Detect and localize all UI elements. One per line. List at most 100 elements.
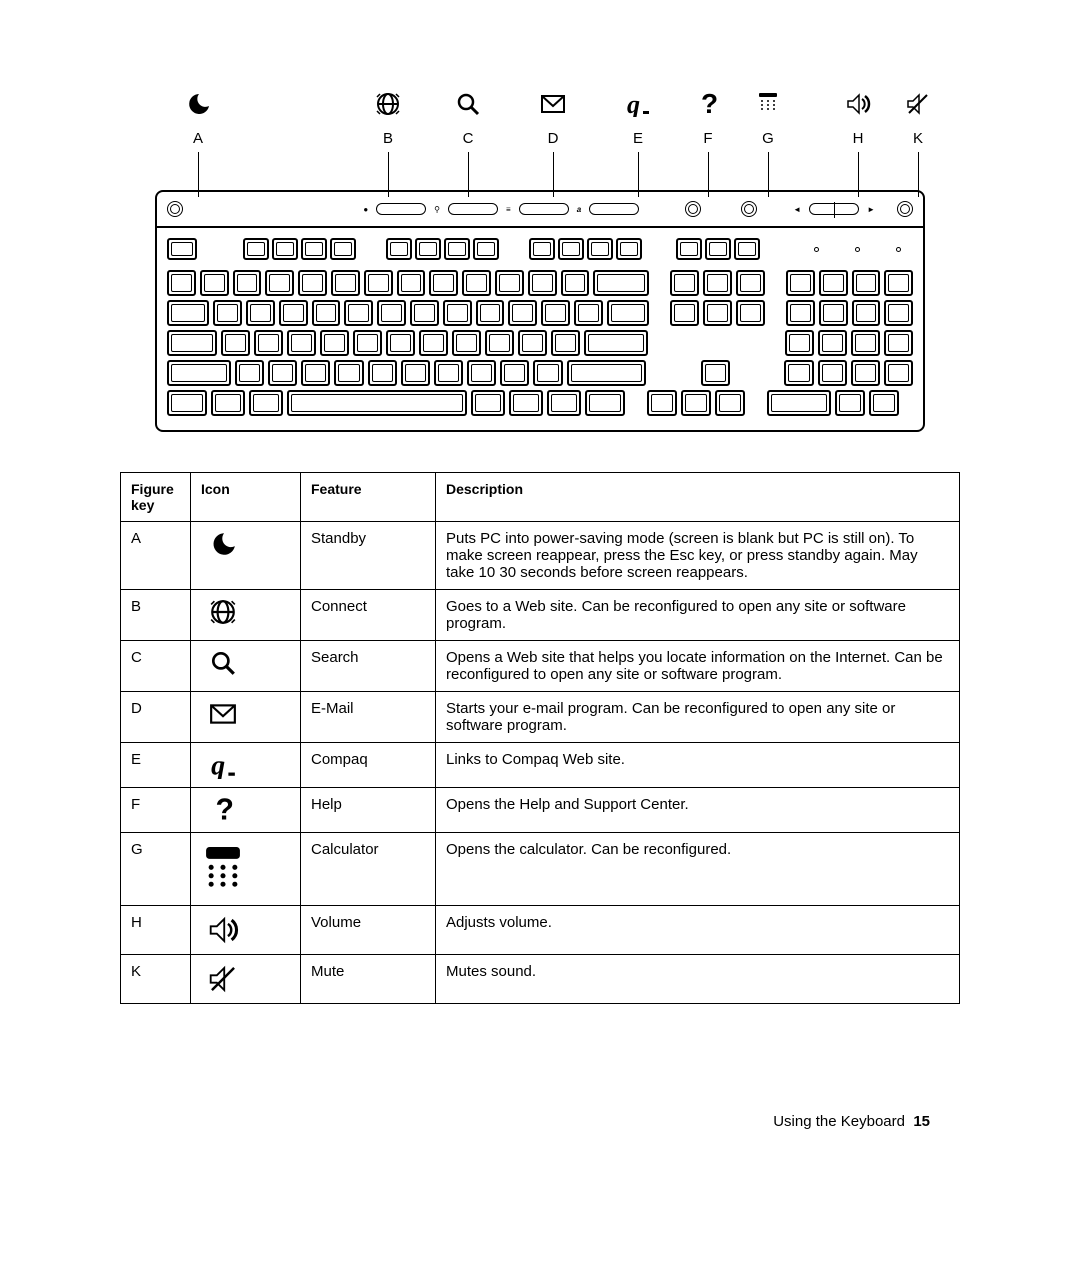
key <box>518 330 547 356</box>
kb-mail-mini: ≡ <box>506 205 511 214</box>
key <box>471 390 505 416</box>
key <box>647 390 677 416</box>
kb-q-mini: a <box>577 205 581 214</box>
kb-pill <box>519 203 569 215</box>
key <box>444 238 470 260</box>
key <box>786 300 815 326</box>
led <box>814 247 819 252</box>
key <box>585 390 625 416</box>
cell-key: H <box>121 906 191 955</box>
callout-C: C <box>455 90 481 147</box>
key <box>410 300 439 326</box>
callout-G: G <box>755 90 781 147</box>
key <box>344 300 373 326</box>
key <box>533 360 562 386</box>
key <box>434 360 463 386</box>
key <box>320 330 349 356</box>
key <box>167 390 207 416</box>
cell-key: K <box>121 955 191 1004</box>
key <box>818 330 847 356</box>
table-row: E Compaq Links to Compaq Web site. <box>121 743 960 788</box>
key <box>784 360 813 386</box>
key <box>452 330 481 356</box>
table-row: C Search Opens a Web site that helps you… <box>121 641 960 692</box>
led <box>896 247 901 252</box>
cell-feature: Calculator <box>301 833 436 906</box>
th-icon: Icon <box>191 473 301 522</box>
key <box>567 360 646 386</box>
cell-description: Starts your e-mail program. Can be recon… <box>436 692 960 743</box>
key <box>429 270 458 296</box>
key <box>211 390 245 416</box>
cell-feature: Help <box>301 788 436 833</box>
key <box>500 360 529 386</box>
cell-icon <box>191 590 301 641</box>
th-figure-key: Figure key <box>121 473 191 522</box>
key <box>268 360 297 386</box>
key <box>301 238 327 260</box>
key <box>265 270 294 296</box>
cell-description: Opens the Help and Support Center. <box>436 788 960 833</box>
key <box>852 270 881 296</box>
led <box>855 247 860 252</box>
th-feature: Feature <box>301 473 436 522</box>
cell-key: F <box>121 788 191 833</box>
key <box>819 300 848 326</box>
key <box>547 390 581 416</box>
key <box>368 360 397 386</box>
table-row: G Calculator Opens the calculator. Can b… <box>121 833 960 906</box>
key <box>785 330 814 356</box>
key <box>818 360 847 386</box>
kb-pill <box>448 203 498 215</box>
key <box>715 390 745 416</box>
key <box>279 300 308 326</box>
key <box>509 390 543 416</box>
key <box>551 330 580 356</box>
key <box>167 238 197 260</box>
cell-icon <box>191 788 301 833</box>
feature-table: Figure key Icon Feature Description A St… <box>120 472 960 1004</box>
key <box>528 270 557 296</box>
key <box>670 300 699 326</box>
key <box>331 270 360 296</box>
key <box>167 330 217 356</box>
key <box>221 330 250 356</box>
key <box>334 360 363 386</box>
kb-search-mini: ⚲ <box>434 205 440 214</box>
table-row: H Volume Adjusts volume. <box>121 906 960 955</box>
key <box>884 360 913 386</box>
table-row: D E-Mail Starts your e-mail program. Can… <box>121 692 960 743</box>
cell-feature: Mute <box>301 955 436 1004</box>
key <box>584 330 648 356</box>
cell-icon <box>191 833 301 906</box>
key <box>213 300 242 326</box>
kb-help-btn <box>685 201 701 217</box>
key <box>734 238 760 260</box>
key <box>851 360 880 386</box>
key <box>736 270 765 296</box>
kb-pill <box>589 203 639 215</box>
callout-B: B <box>375 90 401 147</box>
key <box>243 238 269 260</box>
callout-E: E <box>625 90 651 147</box>
callout-row: ABCDEFGHK <box>155 90 925 190</box>
key <box>467 360 496 386</box>
key <box>703 300 732 326</box>
key <box>786 270 815 296</box>
key <box>167 270 196 296</box>
cell-feature: Compaq <box>301 743 436 788</box>
key <box>607 300 649 326</box>
key <box>330 238 356 260</box>
key <box>574 300 603 326</box>
key <box>852 300 881 326</box>
keyboard-outline: ● ⚲ ≡ a ◄ ► <box>155 190 925 432</box>
cell-icon <box>191 692 301 743</box>
key <box>254 330 283 356</box>
key <box>200 270 229 296</box>
key <box>473 238 499 260</box>
key <box>703 270 732 296</box>
key <box>835 390 865 416</box>
cell-key: A <box>121 522 191 590</box>
key <box>298 270 327 296</box>
kb-mute-btn <box>897 201 913 217</box>
